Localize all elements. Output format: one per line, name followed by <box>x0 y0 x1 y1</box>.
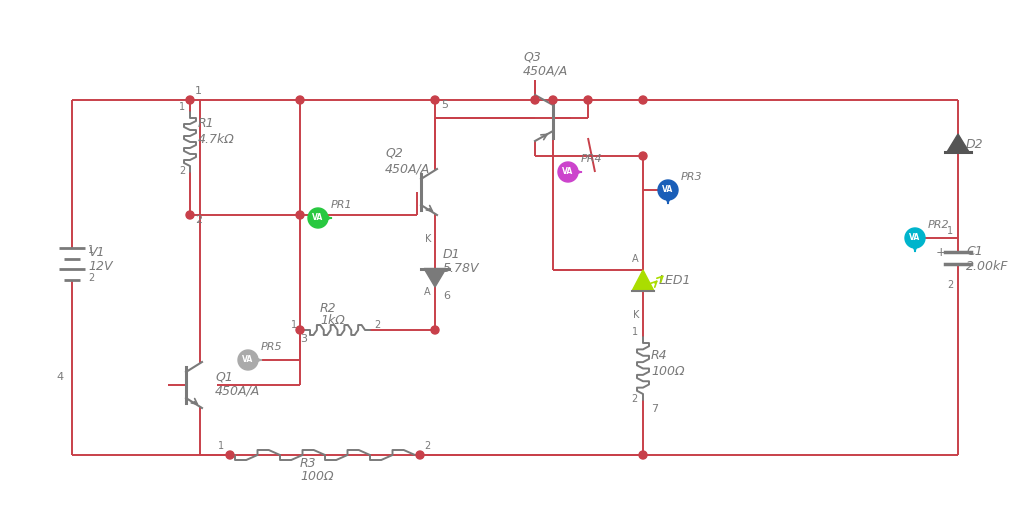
Circle shape <box>639 96 647 104</box>
Text: 1: 1 <box>947 226 953 236</box>
Text: R1: R1 <box>198 117 215 130</box>
Text: K: K <box>425 234 431 244</box>
Circle shape <box>431 96 439 104</box>
Circle shape <box>639 451 647 459</box>
Text: 6: 6 <box>443 291 450 301</box>
Text: 3: 3 <box>300 334 307 344</box>
Text: 2: 2 <box>632 394 638 404</box>
Text: R3: R3 <box>300 457 316 470</box>
Circle shape <box>905 228 925 248</box>
Text: VA: VA <box>312 213 324 223</box>
Circle shape <box>431 326 439 334</box>
Text: 2: 2 <box>374 320 380 330</box>
Text: PR1: PR1 <box>331 200 352 210</box>
Text: 2: 2 <box>424 441 430 451</box>
Text: 4: 4 <box>56 372 63 382</box>
Text: VA: VA <box>909 234 921 242</box>
Text: VA: VA <box>562 167 573 176</box>
Text: 450A/A: 450A/A <box>385 162 430 175</box>
Text: 1: 1 <box>179 102 185 112</box>
Text: 2: 2 <box>947 280 953 290</box>
Text: 12V: 12V <box>88 260 113 272</box>
Text: PR3: PR3 <box>681 172 702 182</box>
Text: 7: 7 <box>651 404 658 414</box>
Text: 450A/A: 450A/A <box>523 64 568 77</box>
Circle shape <box>226 451 234 459</box>
Circle shape <box>558 162 578 182</box>
Text: Q2: Q2 <box>385 147 402 160</box>
Text: D2: D2 <box>966 138 984 151</box>
Text: 450A/A: 450A/A <box>215 385 260 398</box>
Text: R4: R4 <box>651 349 668 362</box>
Text: Q3: Q3 <box>523 50 541 63</box>
Text: 1: 1 <box>218 441 224 451</box>
Circle shape <box>416 451 424 459</box>
Text: 1: 1 <box>195 86 202 96</box>
Text: VA: VA <box>663 186 674 195</box>
Text: 100Ω: 100Ω <box>300 470 334 483</box>
Text: R2: R2 <box>321 302 337 315</box>
Text: LED1: LED1 <box>659 274 691 287</box>
Text: A: A <box>633 254 639 264</box>
Text: 2: 2 <box>179 166 185 176</box>
Circle shape <box>296 211 304 219</box>
Circle shape <box>238 350 258 370</box>
Text: K: K <box>633 310 639 320</box>
Text: 100Ω: 100Ω <box>651 365 684 378</box>
Text: V1: V1 <box>88 245 104 259</box>
Circle shape <box>296 326 304 334</box>
Polygon shape <box>947 134 969 152</box>
Circle shape <box>186 96 194 104</box>
Text: PR4: PR4 <box>581 154 603 164</box>
Text: +: + <box>936 245 946 259</box>
Text: 5: 5 <box>441 100 449 110</box>
Text: VA: VA <box>243 355 254 365</box>
Circle shape <box>186 211 194 219</box>
Circle shape <box>308 208 328 228</box>
Text: 1: 1 <box>291 320 297 330</box>
Polygon shape <box>632 270 654 291</box>
Text: C1: C1 <box>966 245 983 258</box>
Text: PR2: PR2 <box>928 220 949 230</box>
Text: 5.78V: 5.78V <box>443 262 479 275</box>
Polygon shape <box>424 269 446 287</box>
Text: D1: D1 <box>443 248 461 261</box>
Circle shape <box>584 96 592 104</box>
Text: 2: 2 <box>195 215 202 225</box>
Text: 1kΩ: 1kΩ <box>321 314 345 327</box>
Circle shape <box>639 152 647 160</box>
Text: 1: 1 <box>88 245 94 255</box>
Circle shape <box>296 96 304 104</box>
Text: A: A <box>424 287 431 297</box>
Text: 2.00kF: 2.00kF <box>966 260 1009 273</box>
Text: 1: 1 <box>632 327 638 337</box>
Text: 4.7kΩ: 4.7kΩ <box>198 133 234 146</box>
Circle shape <box>531 96 539 104</box>
Text: PR5: PR5 <box>261 342 283 352</box>
Circle shape <box>549 96 557 104</box>
Circle shape <box>658 180 678 200</box>
Text: Q1: Q1 <box>215 370 232 383</box>
Text: 2: 2 <box>88 273 94 283</box>
